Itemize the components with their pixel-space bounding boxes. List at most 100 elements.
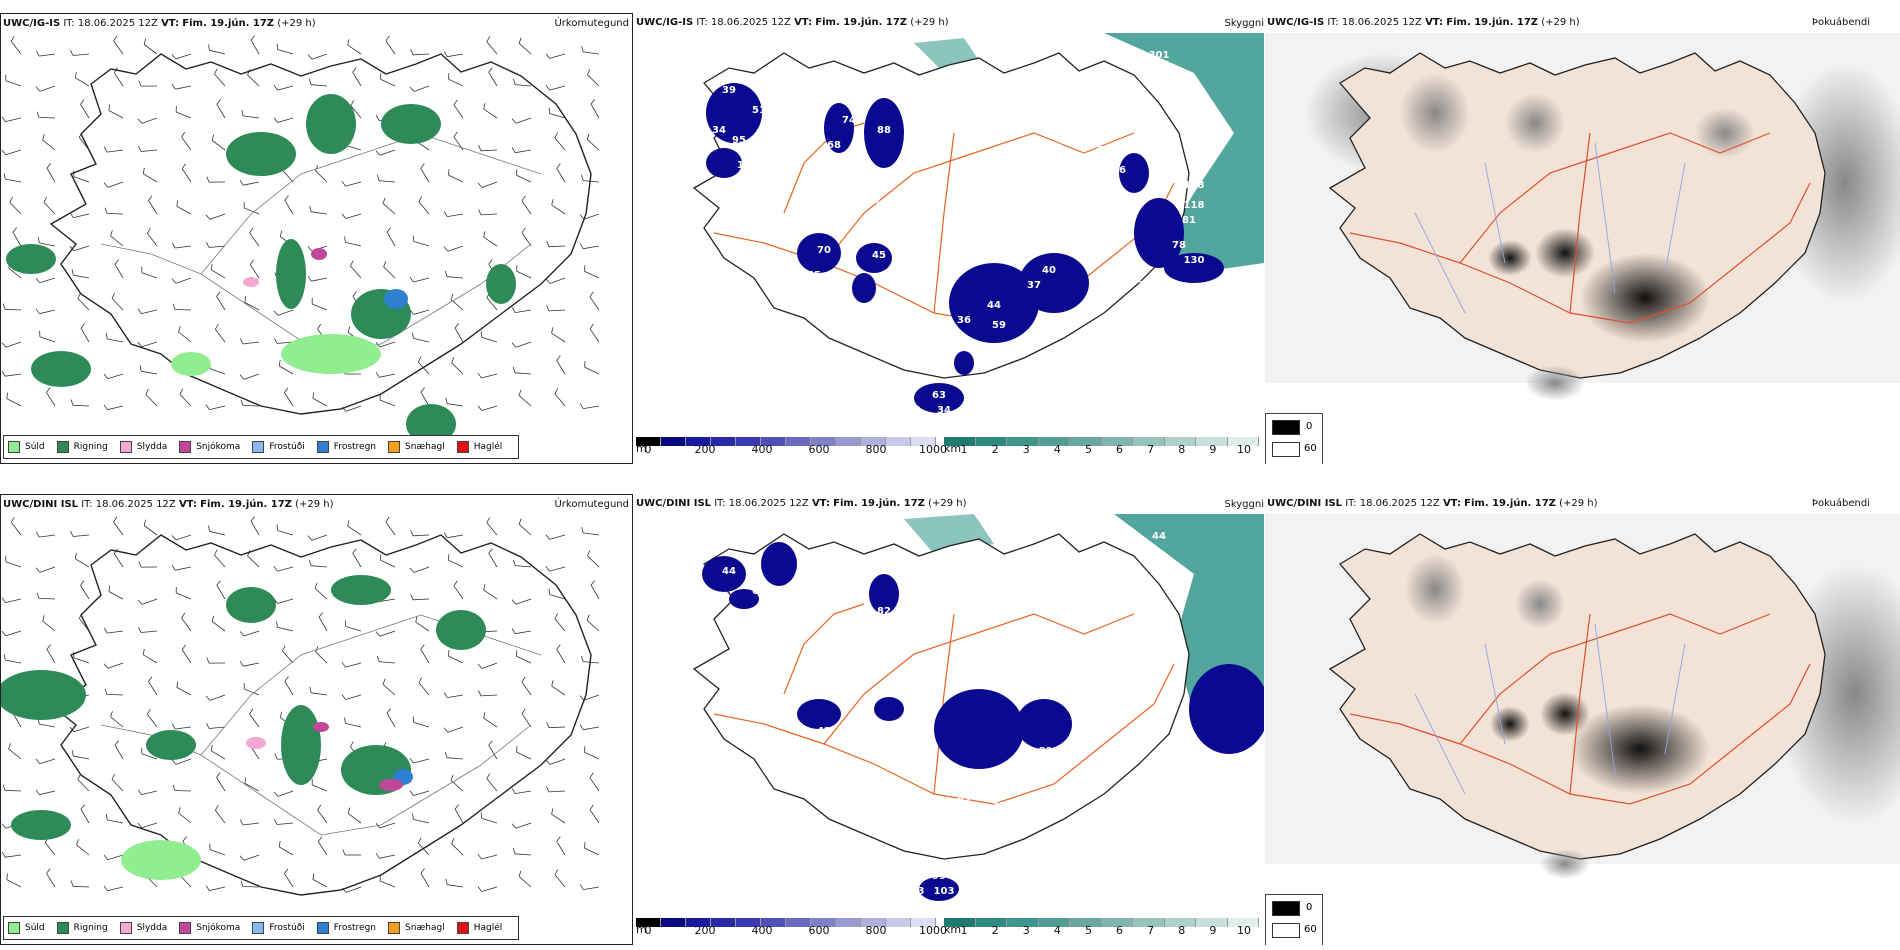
wind-barb-flag [453, 580, 458, 587]
wind-barb [107, 338, 124, 343]
wind-barb-flag [35, 50, 40, 57]
wind-barb [145, 394, 158, 407]
ceiling-value-label: 108 [1184, 180, 1205, 191]
cloud-panel-top: UWC/IG-IS IT: 18.06.2025 12Z VT: Fim. 19… [634, 13, 1264, 464]
wind-barb [556, 360, 566, 375]
wind-barb-flag [273, 565, 278, 572]
ceiling-segment [836, 437, 861, 446]
wind-barb-flag [347, 807, 351, 814]
tick-label: 200 [694, 924, 716, 937]
wind-barb [141, 630, 158, 633]
visibility-segment [1070, 437, 1102, 446]
wind-barb-flag [80, 323, 86, 329]
wind-barb [586, 139, 600, 151]
legend-item: Rigning [56, 922, 108, 934]
value-labels: 44 60 63 58 38 82 52 43 47 42 48 36 126 29 83 27 892 48 99… [722, 531, 1166, 897]
wind-barb [73, 176, 90, 183]
wind-barb-flag [137, 341, 143, 348]
wind-barb [141, 309, 158, 314]
wind-barb-flag [344, 620, 347, 627]
ceiling-value-label: 38 [827, 621, 841, 632]
wind-barb [448, 78, 464, 87]
legend-swatch [8, 441, 20, 453]
wind-barb [418, 682, 430, 696]
wind-barb [583, 213, 600, 220]
wind-barb-flag [375, 371, 380, 378]
wind-barb-flag [382, 678, 386, 685]
ceiling-value-label: 68 [827, 140, 841, 151]
wind-barb-flag [208, 44, 210, 51]
tick-label: 7 [1147, 443, 1155, 456]
wind-barb-flag [1, 823, 7, 829]
wind-barb [249, 713, 260, 728]
wind-barb [5, 598, 22, 603]
wind-barb [413, 277, 430, 283]
ceiling-segment [861, 918, 886, 927]
ceiling-value-label: 82 [877, 606, 891, 617]
wind-barb [352, 553, 362, 568]
wind-barb-flag [1, 851, 6, 858]
wind-barb [284, 199, 294, 215]
legend-item: Frostúði [252, 441, 305, 453]
fog-swatch-dark [1272, 901, 1300, 916]
wind-barb [583, 405, 600, 409]
sea-fog [1104, 33, 1264, 273]
wind-barb [214, 329, 226, 343]
wind-barb-flag [146, 227, 151, 234]
wind-barb-flag [511, 307, 516, 313]
fog-panel-bottom: UWC/DINI ISL IT: 18.06.2025 12Z VT: Fim.… [1265, 494, 1900, 945]
wind-barb [175, 85, 192, 90]
wind-barb-flag [445, 878, 448, 885]
wind-barb [277, 117, 294, 123]
wind-barb [10, 522, 22, 536]
wind-barb-flag [511, 823, 517, 829]
wind-barb [114, 263, 124, 279]
wind-barb-flag [239, 631, 245, 637]
wind-barb-flag [478, 145, 482, 151]
wind-barb [315, 651, 328, 664]
tick-label: 8 [1178, 443, 1186, 456]
legend-label: Frostregn [333, 442, 377, 452]
legend-swatch [119, 922, 132, 934]
wind-barb [481, 854, 498, 860]
wind-barb [551, 685, 566, 696]
wind-barb-flag [171, 54, 177, 60]
wind-barb-flag [443, 51, 448, 57]
wind-barb [311, 534, 328, 541]
ceiling-value-label: 76 [1142, 145, 1156, 156]
panel-title: Úrkomutegund [554, 18, 629, 29]
wind-barb-flag [279, 711, 283, 718]
wind-barb-flag [307, 275, 312, 282]
wind-barb-flag [518, 389, 522, 396]
wind-barb-flag [71, 269, 74, 276]
wind-barb [488, 745, 498, 760]
wind-barb [80, 585, 90, 600]
wind-barb [345, 242, 362, 247]
wind-barb [420, 391, 430, 407]
wind-barb [277, 309, 294, 316]
visibility-segment [1133, 918, 1165, 927]
wind-barb [113, 40, 124, 55]
legend-swatch [252, 441, 265, 453]
visibility-ticks: 1 2 3 4 5 6 7 8 9 10 [961, 443, 1252, 457]
wind-barb [584, 270, 600, 279]
wind-barb [141, 149, 158, 152]
fog-legend: 0 60 [1265, 894, 1323, 945]
wind-barb-flag [9, 196, 13, 203]
wind-barb [106, 213, 124, 215]
ceiling-value-label: 130 [1184, 255, 1205, 266]
tick-label: 6 [1116, 443, 1124, 456]
ceiling-value-label: 47 [862, 676, 876, 687]
tick-label: 6 [1116, 924, 1124, 937]
wind-barb [554, 618, 566, 632]
ceiling-value-label: 45 [872, 250, 886, 261]
ceiling-value-label: 77 [1122, 145, 1136, 156]
wind-barb [521, 681, 532, 696]
wind-barb-flag [216, 99, 221, 105]
wind-barb [480, 213, 498, 216]
wind-barb [515, 84, 532, 87]
wind-barb [107, 886, 124, 892]
wind-barb-flag [240, 880, 244, 887]
wind-barb [447, 694, 464, 698]
wind-barb-flag [480, 331, 483, 338]
